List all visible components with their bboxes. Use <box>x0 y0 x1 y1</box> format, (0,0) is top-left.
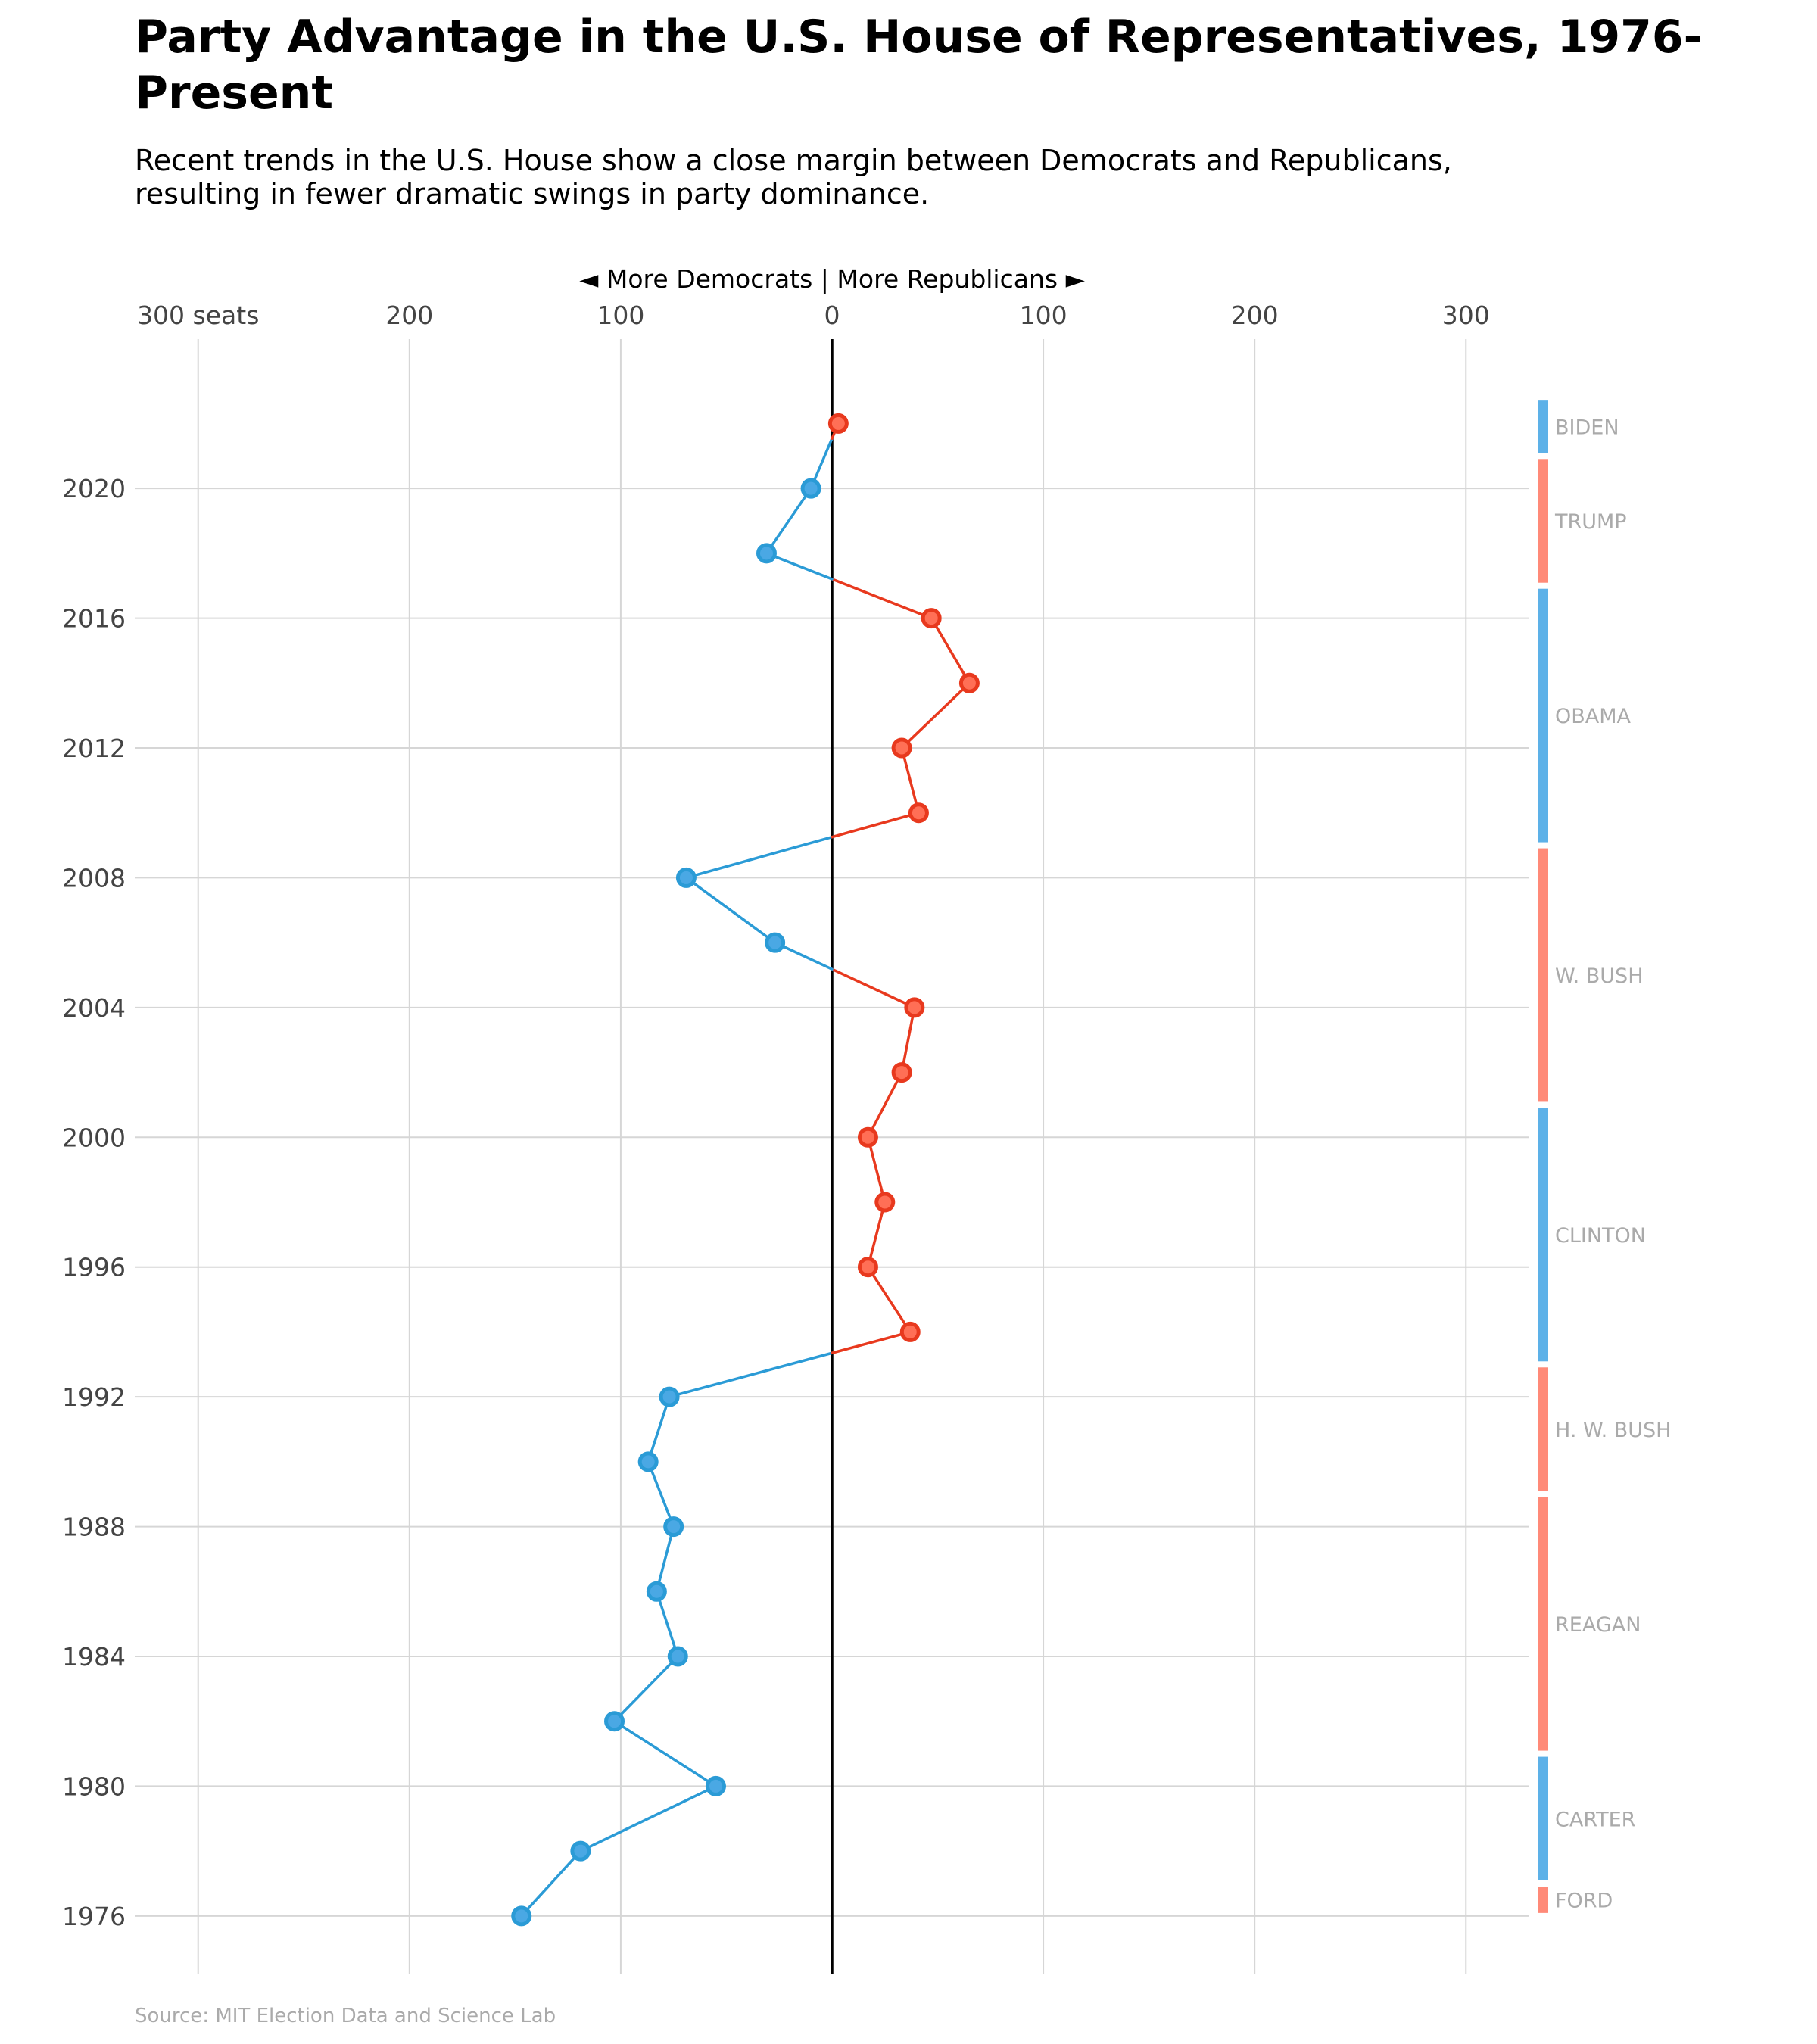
republican-line-segment <box>900 681 971 749</box>
republican-point <box>891 1062 912 1083</box>
democrat-line-segment <box>612 1719 718 1788</box>
x-tick-label: 100 <box>1020 301 1067 330</box>
republican-line-segment <box>866 1070 903 1139</box>
democrat-point <box>800 478 821 499</box>
president-term-bar <box>1538 1108 1548 1362</box>
democrat-point <box>511 1905 532 1927</box>
democrat-line-segment <box>579 1784 718 1852</box>
democrat-line-segment <box>647 1460 675 1528</box>
republican-point <box>874 1192 896 1213</box>
y-tick-label: 1984 <box>62 1642 126 1672</box>
y-tick-label: 2008 <box>62 863 126 893</box>
republican-point <box>857 1126 878 1148</box>
democrat-line-segment <box>773 941 834 971</box>
republican-line-segment <box>831 967 916 1009</box>
x-tick-label: 100 <box>597 301 644 330</box>
y-tick-label: 2016 <box>62 604 126 634</box>
president-label: CLINTON <box>1555 1224 1646 1248</box>
president-label: H. W. BUSH <box>1555 1419 1671 1442</box>
y-tick-label: 1988 <box>62 1513 126 1542</box>
y-tick-label: 1996 <box>62 1253 126 1282</box>
president-term-bar <box>1538 588 1548 843</box>
democrat-line-segment <box>668 1351 834 1398</box>
republican-point <box>891 737 912 759</box>
democrat-point <box>675 867 697 888</box>
republican-point <box>904 997 925 1018</box>
democrat-point <box>659 1386 680 1407</box>
republican-line-segment <box>831 1330 912 1354</box>
y-tick-label: 2020 <box>62 474 126 503</box>
democrat-point <box>663 1516 684 1538</box>
president-term-bar <box>1538 1497 1548 1751</box>
democrat-point <box>604 1711 625 1732</box>
x-tick-label: 0 <box>824 301 840 330</box>
democrat-line-segment <box>647 1395 671 1463</box>
republican-line-segment <box>866 1265 912 1334</box>
chart-title: Party Advantage in the U.S. House of Rep… <box>135 11 1703 120</box>
y-tick-label: 2000 <box>62 1123 126 1152</box>
republican-point <box>921 608 942 629</box>
republican-line-segment <box>866 1136 887 1204</box>
democrat-point <box>706 1775 726 1796</box>
republican-line-segment <box>900 1006 916 1074</box>
democrat-line-segment <box>612 1655 680 1723</box>
democrat-line-segment <box>655 1525 675 1594</box>
republican-line-segment <box>930 616 971 685</box>
president-term-bar <box>1538 1887 1548 1913</box>
x-tick-label: 300 <box>1442 301 1490 330</box>
president-label: W. BUSH <box>1555 964 1644 988</box>
series-lines <box>519 422 971 1918</box>
x-tick-label: 200 <box>385 301 433 330</box>
x-tick-label: 300 seats <box>137 301 259 330</box>
democrat-line-segment <box>655 1590 680 1658</box>
chart-subtitle: Recent trends in the U.S. House show a c… <box>135 144 1452 210</box>
y-tick-label: 2012 <box>62 734 126 763</box>
republican-point <box>857 1257 878 1278</box>
president-term-bar <box>1538 1756 1548 1880</box>
democrat-line-segment <box>684 835 834 880</box>
president-term-bar <box>1538 400 1548 453</box>
republican-line-segment <box>866 1201 887 1269</box>
y-tick-label: 1976 <box>62 1902 126 1931</box>
x-tick-label: 200 <box>1231 301 1279 330</box>
democrat-line-segment <box>765 487 812 555</box>
president-label: CARTER <box>1555 1808 1635 1831</box>
president-label: TRUMP <box>1554 510 1627 534</box>
democrat-line-segment <box>519 1849 582 1918</box>
president-label: REAGAN <box>1555 1613 1641 1637</box>
democrat-line-segment <box>765 552 834 581</box>
republican-point <box>899 1321 921 1342</box>
president-terms: FORD CARTER REAGAN H. W. BUSH CLINTON W. BUSH… <box>1538 400 1671 1913</box>
president-label: OBAMA <box>1555 705 1632 728</box>
democrat-point <box>570 1840 591 1862</box>
republican-line-segment <box>831 578 933 620</box>
y-tick-label: 2004 <box>62 993 126 1023</box>
republican-point <box>827 413 849 434</box>
president-term-bar <box>1538 848 1548 1102</box>
axes: 300 seats 200 100 0 100 200 300 1976 1980 1984 198… <box>62 264 1490 1974</box>
y-tick-label: 1980 <box>62 1771 126 1801</box>
democrat-point <box>646 1581 667 1602</box>
democrat-point <box>637 1451 659 1472</box>
y-tick-label: 1992 <box>62 1382 126 1412</box>
republican-line-segment <box>831 811 921 839</box>
president-label: FORD <box>1555 1889 1613 1912</box>
republican-point <box>908 802 929 824</box>
democrat-point <box>765 932 786 953</box>
president-term-bar <box>1538 1367 1548 1491</box>
democrat-point <box>756 543 777 564</box>
president-term-bar <box>1538 459 1548 583</box>
president-label: BIDEN <box>1555 416 1619 440</box>
series-points <box>511 413 980 1927</box>
democrat-line-segment <box>684 876 777 944</box>
direction-label: ◄ More Democrats | More Republicans ► <box>579 264 1086 294</box>
republican-point <box>958 672 980 693</box>
republican-line-segment <box>900 746 921 815</box>
democrat-point <box>667 1646 688 1667</box>
source-note: Source: MIT Election Data and Science La… <box>135 2005 556 2027</box>
